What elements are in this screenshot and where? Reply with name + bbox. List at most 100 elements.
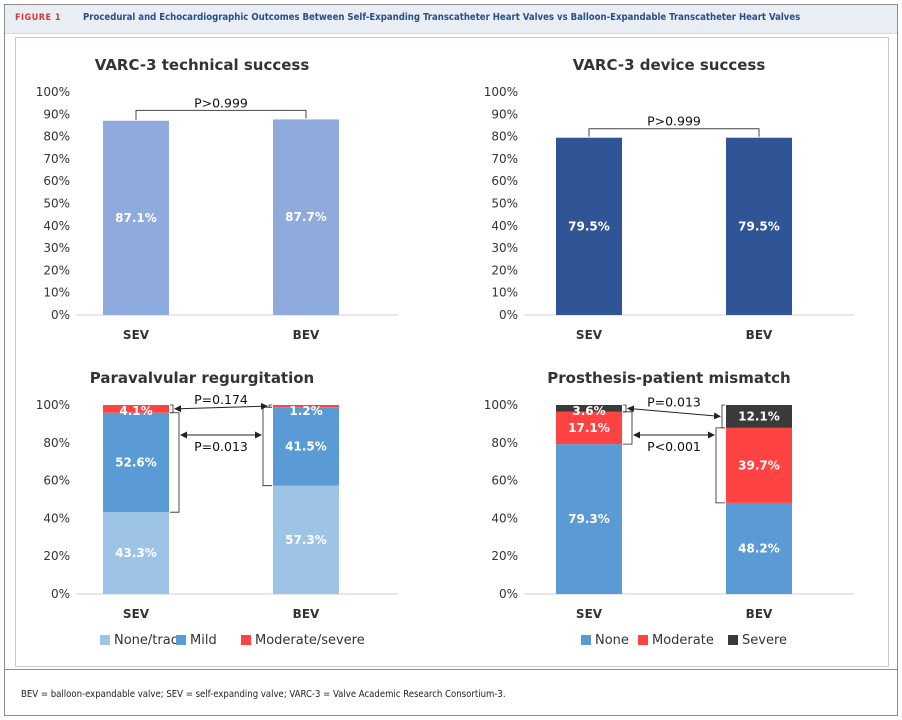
significance-bracket xyxy=(135,109,307,120)
y-tick-label: 100% xyxy=(484,85,518,99)
legend-swatch xyxy=(176,635,186,645)
bar-sev xyxy=(103,120,169,315)
data-label: 39.7% xyxy=(738,458,780,472)
data-label: 41.5% xyxy=(285,439,327,453)
y-tick-label: 60% xyxy=(491,474,518,488)
chart-title: Paravalvular regurgitation xyxy=(90,369,314,387)
bar-sev-moderate xyxy=(556,411,622,445)
figure-label: FIGURE 1 xyxy=(15,13,61,23)
data-label: 12.1% xyxy=(738,409,780,423)
legend-swatch xyxy=(728,635,738,645)
chart-title: VARC-3 technical success xyxy=(95,56,310,74)
y-tick-label: 90% xyxy=(43,107,70,121)
segment-brace xyxy=(170,404,174,414)
figure-footnote: BEV = balloon-expandable valve; SEV = se… xyxy=(21,689,506,700)
category-label-sev: SEV xyxy=(123,328,150,342)
data-label: 48.2% xyxy=(738,541,780,555)
y-tick-label: 40% xyxy=(491,219,518,233)
chart-2: VARC-3 device success 0% 10% 20% 30% 40% 50% 60… xyxy=(484,56,854,342)
data-label: 87.1% xyxy=(115,211,157,225)
segment-brace xyxy=(715,427,725,504)
category-label-bev: BEV xyxy=(746,328,773,342)
y-tick-label: 0% xyxy=(499,587,518,601)
y-tick-label: 20% xyxy=(491,263,518,277)
bar-bev-moderate-severe xyxy=(273,405,339,408)
figure-header: FIGURE 1 Procedural and Echocardiographi… xyxy=(5,5,897,34)
data-label: 1.2% xyxy=(289,404,322,418)
p-value-label: P>0.999 xyxy=(647,114,701,129)
figure-frame: FIGURE 1 Procedural and Echocardiographi… xyxy=(4,4,898,716)
data-label: 17.1% xyxy=(568,421,610,435)
bar-sev-moderate-severe xyxy=(103,405,169,413)
y-tick-label: 0% xyxy=(51,587,70,601)
y-tick-label: 50% xyxy=(43,197,70,211)
figure-title: Procedural and Echocardiographic Outcome… xyxy=(83,12,801,23)
chart-1: VARC-3 technical success 0% 10% 20% 30% 40% 50… xyxy=(36,56,398,342)
y-tick-label: 100% xyxy=(36,398,70,412)
segment-brace xyxy=(721,404,725,429)
comparison-arrow xyxy=(627,405,721,420)
bar-sev-severe xyxy=(556,405,622,412)
y-tick-label: 40% xyxy=(491,511,518,525)
significance-bracket xyxy=(588,128,760,137)
y-tick-label: 20% xyxy=(43,549,70,563)
y-tick-label: 50% xyxy=(491,197,518,211)
category-label-sev: SEV xyxy=(576,328,603,342)
y-tick-label: 70% xyxy=(491,152,518,166)
category-label-bev: BEV xyxy=(746,607,773,621)
bar-bev-none-trace xyxy=(273,485,339,594)
data-label: 4.1% xyxy=(119,404,152,418)
bar-bev-moderate xyxy=(726,427,792,503)
comparison-arrow xyxy=(174,402,268,413)
y-tick-label: 30% xyxy=(491,241,518,255)
y-tick-label: 0% xyxy=(499,308,518,322)
legend-label: None xyxy=(595,633,629,648)
y-tick-label: 70% xyxy=(43,152,70,166)
y-tick-label: 0% xyxy=(51,308,70,322)
category-label-sev: SEV xyxy=(123,607,150,621)
chart-4: Prosthesis-patient mismatch 0% 20% 40% 60% 80… xyxy=(484,369,854,648)
data-label: 52.6% xyxy=(115,455,157,469)
y-tick-label: 10% xyxy=(43,286,70,300)
segment-brace xyxy=(623,404,627,413)
chart-3: Paravalvular regurgitation 0% 20% 40% 60% 80%… xyxy=(36,369,398,648)
bar-bev-mild xyxy=(273,407,339,486)
legend-swatch xyxy=(581,635,591,645)
data-label: 43.3% xyxy=(115,546,157,560)
data-label: 79.5% xyxy=(568,219,610,233)
legend-swatch xyxy=(241,635,251,645)
y-tick-label: 30% xyxy=(43,241,70,255)
y-tick-label: 100% xyxy=(36,85,70,99)
segment-brace xyxy=(170,412,180,513)
bar-bev xyxy=(726,137,792,315)
p-value-label: P=0.174 xyxy=(194,392,248,407)
category-label-sev: SEV xyxy=(576,607,603,621)
bar-sev-mild xyxy=(103,412,169,513)
bar-bev-none xyxy=(726,502,792,594)
p-value-label: P=0.013 xyxy=(647,394,701,409)
y-tick-label: 20% xyxy=(491,549,518,563)
legend-label: Severe xyxy=(742,633,787,648)
category-label-bev: BEV xyxy=(293,607,320,621)
charts-svg: VARC-3 technical success 0% 10% 20% 30% 40% 50… xyxy=(36,56,854,648)
chart-panel: VARC-3 technical success 0% 10% 20% 30% 40% 50… xyxy=(15,37,889,667)
y-tick-label: 20% xyxy=(43,263,70,277)
legend-label: None/trace xyxy=(114,633,186,648)
legend-label: Moderate/severe xyxy=(255,633,365,648)
p-value-label: P<0.001 xyxy=(647,439,701,454)
y-tick-label: 60% xyxy=(43,474,70,488)
segment-brace xyxy=(623,411,633,445)
data-label: 79.3% xyxy=(568,512,610,526)
y-tick-label: 10% xyxy=(491,286,518,300)
legend-swatch xyxy=(100,635,110,645)
data-label: 79.5% xyxy=(738,219,780,233)
y-tick-label: 60% xyxy=(43,174,70,188)
chart-title: VARC-3 device success xyxy=(573,56,766,74)
data-label: 87.7% xyxy=(285,210,327,224)
figure-footer: BEV = balloon-expandable valve; SEV = se… xyxy=(5,669,897,716)
p-value-label: P>0.999 xyxy=(194,95,248,110)
data-label: 3.6% xyxy=(572,404,605,418)
y-tick-label: 80% xyxy=(491,130,518,144)
y-tick-label: 90% xyxy=(491,107,518,121)
y-tick-label: 80% xyxy=(43,130,70,144)
